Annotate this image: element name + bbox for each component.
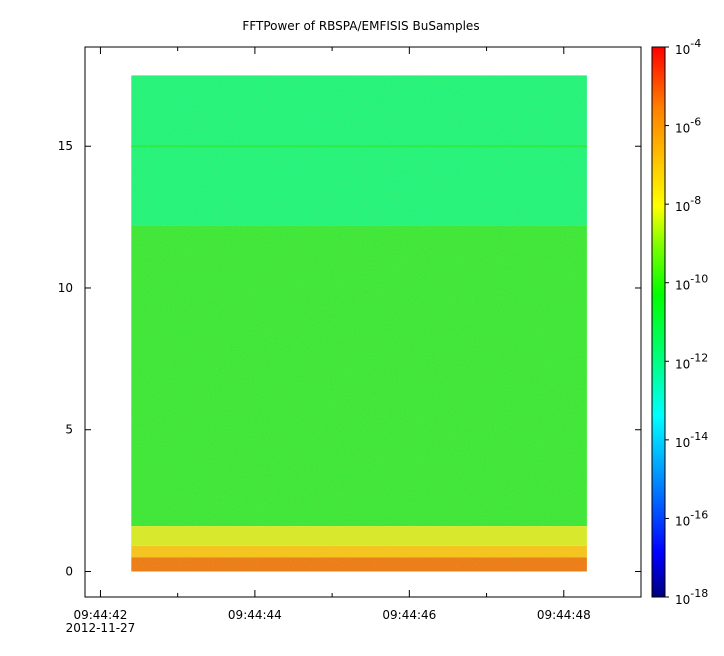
colorbar-tick-label: 10-12 (675, 351, 708, 371)
spectrogram-texture (131, 75, 587, 572)
y-tick-label: 10 (58, 281, 73, 295)
x-tick-label: 09:44:46 (382, 608, 436, 622)
colorbar-tick-label: 10-14 (675, 430, 708, 450)
colorbar-tick-label: 10-16 (675, 508, 708, 528)
colorbar-tick-label: 10-18 (675, 587, 708, 607)
x-tick-label: 09:44:44 (228, 608, 282, 622)
y-tick-label: 0 (65, 564, 73, 578)
x-date-label: 2012-11-27 (66, 621, 136, 635)
colorbar-tick-label: 10-4 (675, 37, 701, 57)
chart-title: FFTPower of RBSPA/EMFISIS BuSamples (242, 19, 479, 33)
colorbar (651, 46, 666, 598)
colorbar-axis: 10-4 10-6 10-8 10-10 10-12 10-14 10-16 10-18 (665, 37, 708, 607)
y-tick-label: 5 (65, 423, 73, 437)
colorbar-tick-label: 10-8 (675, 194, 701, 214)
spectrogram-image (131, 75, 587, 572)
x-tick-label: 09:44:42 (73, 608, 127, 622)
y-axis: 0 5 10 15 (58, 139, 641, 578)
y-tick-label: 15 (58, 139, 73, 153)
colorbar-tick-label: 10-10 (675, 273, 708, 293)
x-tick-label: 09:44:48 (537, 608, 591, 622)
colorbar-tick-label: 10-6 (675, 116, 701, 136)
